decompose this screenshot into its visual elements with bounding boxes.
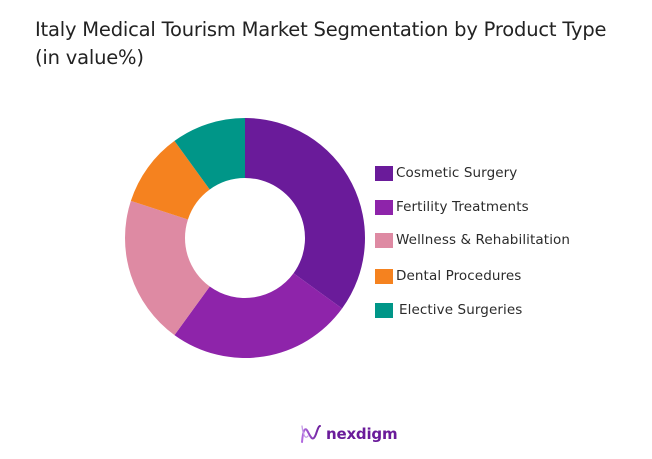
legend-label: Wellness & Rehabilitation <box>396 232 571 248</box>
legend-swatch <box>375 268 393 284</box>
legend-label: Elective Surgeries <box>399 302 523 318</box>
legend-label: Fertility Treatments <box>396 199 529 215</box>
donut-slice-fertility-treatments <box>174 273 343 358</box>
donut-slice-cosmetic-surgery <box>245 118 365 309</box>
chart-title-line-2: (in value%) <box>35 46 144 69</box>
nexdigm-wave-icon <box>301 425 321 443</box>
legend-label: Cosmetic Surgery <box>396 165 518 181</box>
donut-slice-elective-surgeries <box>174 118 245 190</box>
legend-item: Dental Procedures <box>375 268 521 284</box>
legend-swatch <box>375 165 393 181</box>
chart-title-line-1: Italy Medical Tourism Market Segmentatio… <box>35 18 607 41</box>
legend-item: Cosmetic Surgery <box>375 165 517 181</box>
brand-logo: nexdigm <box>300 424 398 444</box>
legend-item: Elective Surgeries <box>375 302 522 318</box>
donut-slice-dental-procedures <box>130 140 210 220</box>
chart-title: Italy Medical Tourism Market Segmentatio… <box>35 16 645 72</box>
legend-label: Dental Procedures <box>396 268 522 284</box>
donut-slice-wellness-rehabilitation <box>125 200 210 336</box>
legend-swatch <box>375 302 393 318</box>
legend-swatch <box>375 232 393 248</box>
logo-text: nexdigm <box>326 425 398 443</box>
legend-item: Fertility Treatments <box>375 199 529 215</box>
legend-item: Wellness & Rehabilitation <box>375 232 570 248</box>
legend-swatch <box>375 199 393 215</box>
